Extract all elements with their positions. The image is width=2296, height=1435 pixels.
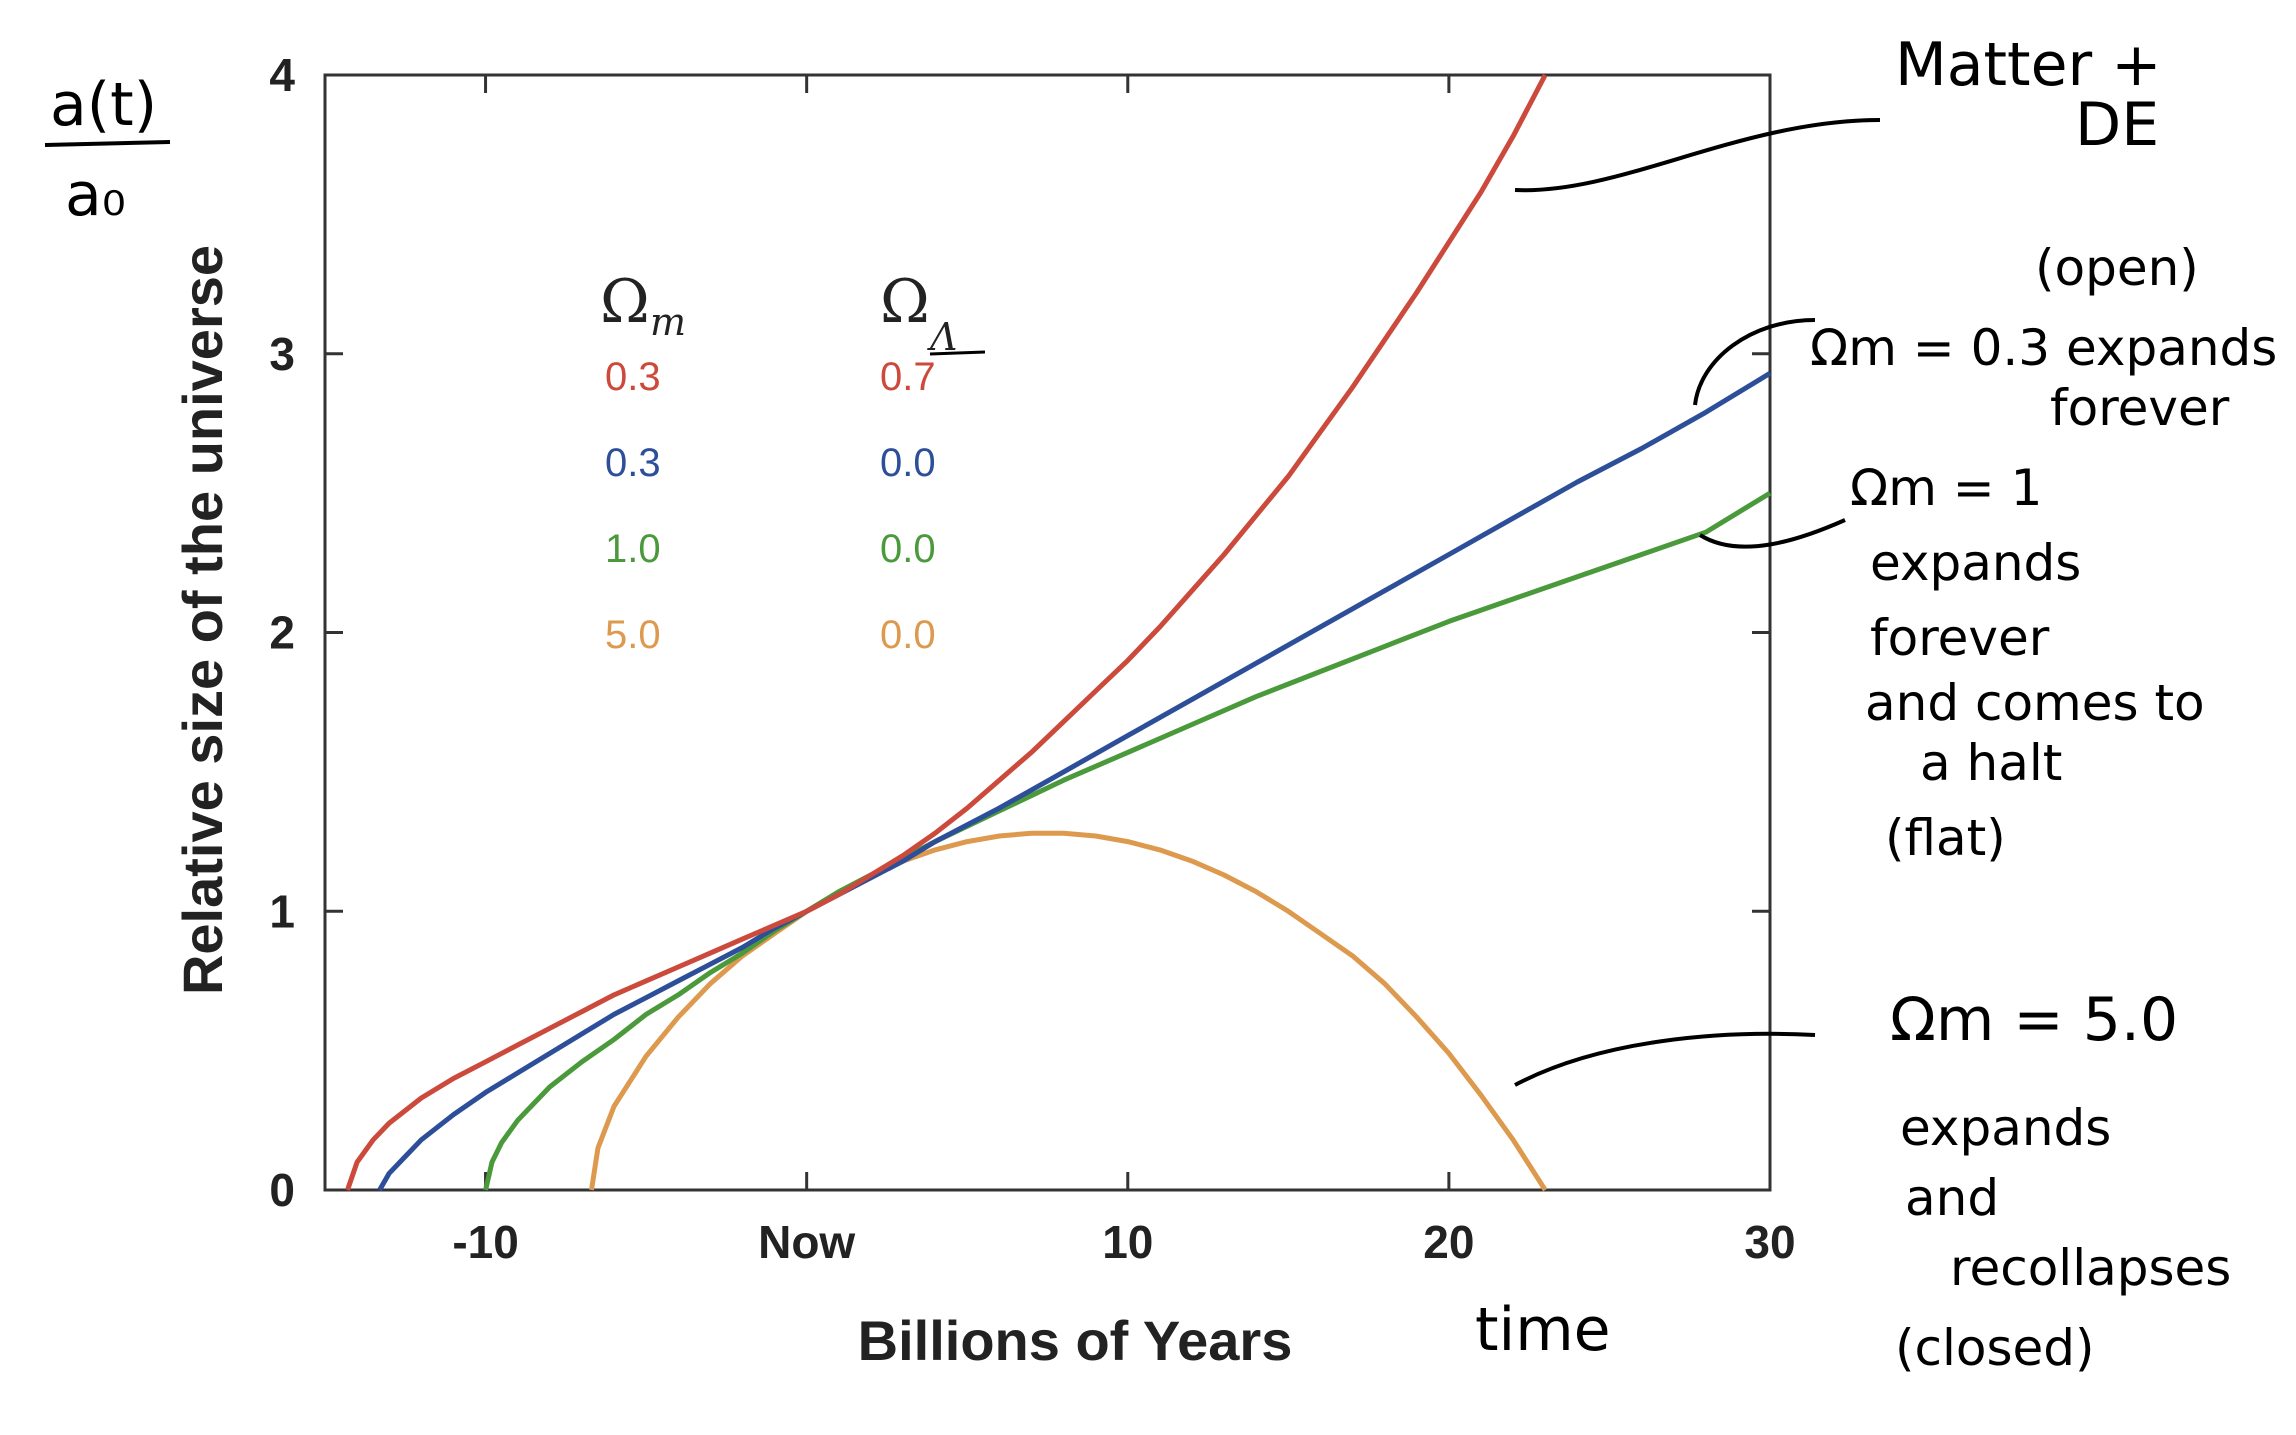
hand-orange-line3: and (1905, 1169, 1999, 1227)
legend-header-omega-l-sub: Λ (927, 315, 957, 359)
plot-frame (323, 73, 1772, 1192)
hand-red-line2: DE (2075, 90, 2159, 160)
legend-omega-m-value: 0.3 (605, 355, 661, 399)
y-tick-label: 0 (269, 1164, 295, 1216)
hand-blue-line2: forever (2050, 379, 2230, 437)
legend-rows: 0.3 0.7 0.3 0.0 1.0 0.0 5.0 0.0 (605, 355, 936, 657)
axis-ticks (325, 73, 1772, 1192)
y-tick-label: 3 (269, 328, 295, 380)
x-tick-label: Now (758, 1216, 855, 1268)
hand-green-line1: Ωm = 1 (1850, 459, 2042, 517)
x-tick-label: 20 (1423, 1216, 1474, 1268)
y-tick-label: 2 (269, 607, 295, 659)
hand-green-line2: expands (1870, 534, 2081, 592)
hand-red-line1: Matter + (1895, 30, 2162, 100)
x-axis-title: Billions of Years (858, 1309, 1293, 1372)
legend-header-omega-l: Ω (880, 267, 930, 337)
x-tick-label: -10 (452, 1216, 518, 1268)
hand-green-line5: a halt (1920, 734, 2062, 792)
hand-orange-line5: (closed) (1895, 1319, 2095, 1377)
hand-time-label: time (1475, 1295, 1611, 1365)
legend-omega-m-value: 0.3 (605, 441, 661, 485)
x-tick-label: 30 (1744, 1216, 1795, 1268)
hand-orange-line4: recollapses (1950, 1239, 2231, 1297)
hand-green-line4: and comes to (1865, 674, 2205, 732)
hand-orange-line2: expands (1900, 1099, 2111, 1157)
tick-labels: -10 Now 10 20 30 0 1 2 3 4 (269, 49, 1795, 1268)
hand-orange-line1: Ωm = 5.0 (1890, 985, 2178, 1055)
y-axis-title: Relative size of the universe (171, 245, 234, 995)
legend-omega-m-value: 5.0 (605, 613, 661, 657)
hand-y-numerator: a(t) (50, 70, 157, 140)
legend-header-omega-m: Ω (600, 267, 650, 337)
hand-green-line3: forever (1870, 609, 2050, 667)
hand-blue-pointer (1693, 318, 1816, 406)
hand-blue-line1: Ωm = 0.3 expands (1810, 319, 2277, 377)
legend-omega-l-value: 0.0 (880, 527, 936, 571)
hand-y-fraction-bar (44, 140, 171, 147)
x-tick-label: 10 (1102, 1216, 1153, 1268)
y-tick-label: 1 (269, 885, 295, 937)
legend: Ω m Ω Λ 0.3 0.7 0.3 0.0 1.0 0.0 5.0 0.0 (600, 267, 986, 657)
curve-omega-m-5-0 (589, 830, 1548, 1192)
legend-header-omega-m-sub: m (650, 300, 686, 344)
hand-orange-pointer (1514, 1031, 1816, 1087)
hand-red-pointer (1514, 118, 1881, 193)
y-tick-label: 4 (269, 49, 295, 101)
curve-omega-m-0-3 (345, 73, 1548, 1191)
hand-green-line6: (flat) (1885, 809, 2006, 867)
legend-omega-m-value: 1.0 (605, 527, 661, 571)
curves (345, 73, 1772, 1192)
legend-omega-l-value: 0.0 (880, 441, 936, 485)
hand-y-denominator: a₀ (65, 160, 126, 230)
hand-green-pointer (1698, 518, 1846, 549)
legend-omega-l-value: 0.7 (880, 355, 936, 399)
hand-blue-head: (open) (2035, 239, 2199, 297)
legend-omega-l-value: 0.0 (880, 613, 936, 657)
legend-underline (929, 350, 986, 356)
